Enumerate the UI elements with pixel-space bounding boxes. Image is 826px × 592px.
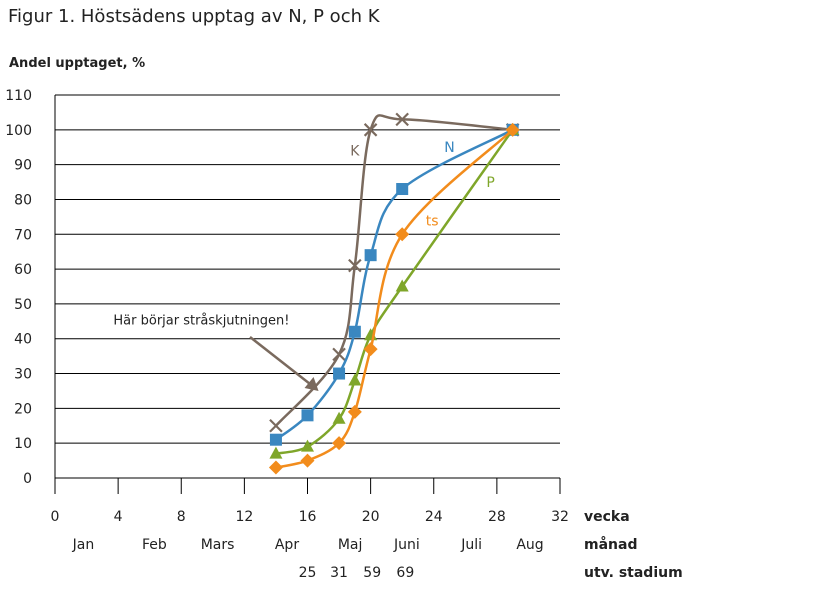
y-tick-label: 100 [5,123,32,139]
data-point-P [395,279,409,292]
arrow-head-icon [304,376,319,391]
data-point-ts [395,227,410,242]
series-label-ts: ts [426,213,439,229]
x-tick-label: 32 [551,509,569,525]
month-label: Mars [201,537,235,553]
stage-label: 69 [396,565,414,581]
month-label: Feb [142,537,167,553]
x-tick-label: 8 [177,509,186,525]
data-point-ts [268,460,283,475]
month-label: Juni [393,537,420,553]
data-point-K [348,258,362,273]
month-label: Jan [72,537,95,553]
data-point-K [363,123,378,137]
x-tick-label: 12 [235,509,253,525]
y-tick-label: 0 [23,471,32,487]
month-label: Maj [338,537,363,553]
y-tick-label: 60 [14,262,32,278]
y-tick-label: 20 [14,401,32,417]
data-point-K [269,418,283,433]
data-point-P [301,439,314,452]
x-tick-label: 20 [362,509,380,525]
annotation-text: Här börjar stråskjutningen! [113,314,289,329]
data-point-ts [300,453,315,468]
series-label-K: K [350,144,360,160]
x-tick-label: 16 [299,509,317,525]
stage-row-label: utv. stadium [584,565,683,581]
data-point-N [396,183,409,196]
data-point-ts [363,342,378,357]
y-tick-label: 10 [14,436,32,452]
y-tick-label: 80 [14,192,32,208]
month-label: Aug [516,537,543,553]
data-point-ts [332,436,347,451]
x-tick-label: 28 [488,509,506,525]
y-tick-label: 110 [5,88,32,104]
data-point-N [333,367,346,380]
y-tick-label: 90 [14,158,32,174]
series-label-P: P [486,175,494,191]
y-axis-label: Andel upptaget, % [9,56,145,71]
stage-label: 25 [299,565,317,581]
x-tick-label: 4 [114,509,123,525]
data-point-ts [347,404,362,419]
stage-label: 31 [330,565,348,581]
data-point-K [395,112,409,127]
series-label-N: N [444,140,454,156]
data-point-N [269,433,282,446]
month-label: Juli [460,537,482,553]
y-tick-label: 70 [14,227,32,243]
data-point-P [348,373,362,386]
data-point-K [332,347,346,362]
y-tick-label: 30 [14,367,32,383]
x-tick-label: 0 [51,509,60,525]
data-point-P [332,411,346,424]
data-point-N [364,249,377,262]
data-point-P [269,446,283,459]
chart-title: Figur 1. Höstsädens upptag av N, P och K [8,6,380,27]
x-axis-label: vecka [584,509,630,525]
month-label: Apr [275,537,299,553]
y-tick-label: 40 [14,332,32,348]
series-line-K [275,114,513,427]
month-row-label: månad [584,536,637,553]
series-line-N [275,128,514,441]
data-point-N [301,409,314,422]
data-point-N [348,325,361,338]
series-line-P [275,129,514,455]
data-point-ts [505,122,520,137]
annotation-arrow [249,336,314,387]
x-tick-label: 24 [425,509,443,525]
y-tick-label: 50 [14,297,32,313]
stage-label: 59 [363,565,381,581]
